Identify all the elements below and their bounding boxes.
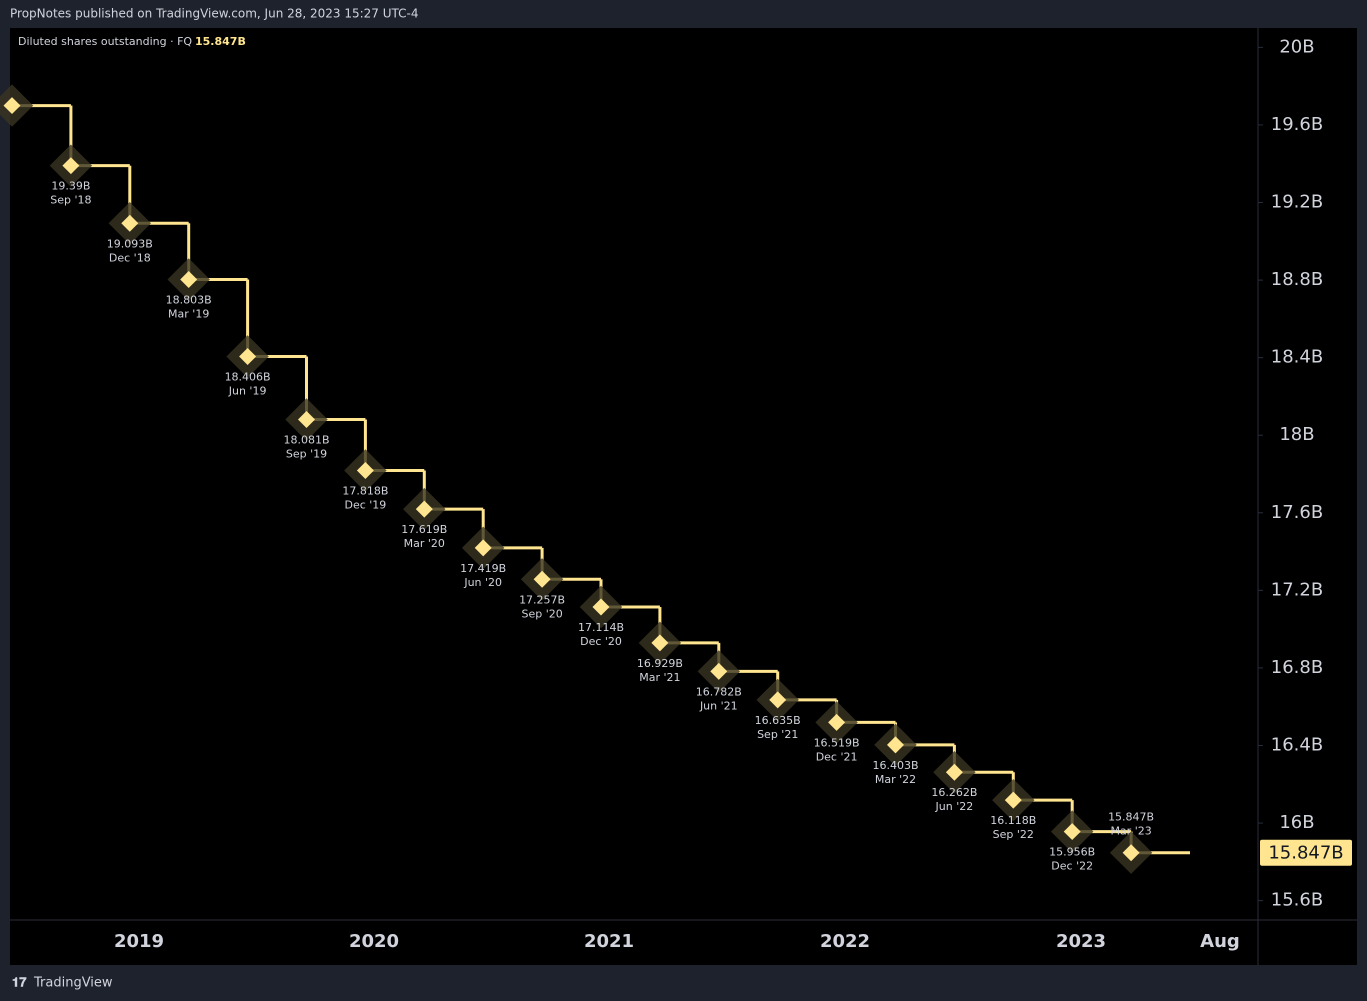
point-date: Sep '19 — [286, 448, 327, 461]
marker — [239, 348, 257, 365]
point-date: Dec '21 — [816, 750, 858, 763]
value-label: 19.39B — [51, 180, 90, 193]
chart-pane — [10, 28, 1357, 965]
y-tick-label: 19.6B — [1271, 114, 1323, 135]
value-label: 16.635B — [755, 714, 801, 727]
price-tag — [1260, 839, 1352, 866]
value-label: 15.956B — [1049, 846, 1095, 859]
y-tick-label: 18B — [1279, 424, 1314, 445]
value-label: 16.519B — [814, 736, 860, 749]
x-tick-label: 2021 — [584, 931, 634, 952]
x-tick-label: 2023 — [1056, 931, 1106, 952]
point-date: Mar '22 — [875, 773, 916, 786]
y-tick-label: 15.6B — [1271, 890, 1323, 911]
marker — [180, 271, 198, 288]
marker — [887, 736, 904, 754]
x-tick-label: 2020 — [349, 931, 399, 952]
y-tick-label: 18.8B — [1271, 269, 1323, 290]
value-label: 16.118B — [990, 814, 1036, 827]
marker — [769, 691, 787, 709]
marker — [121, 214, 139, 232]
point-date: Mar '23 — [1110, 825, 1151, 838]
value-label: 16.262B — [931, 786, 977, 799]
x-tick-label: 2019 — [114, 931, 164, 952]
marker — [592, 598, 610, 616]
point-date: Sep '18 — [50, 194, 91, 207]
point-date: Sep '22 — [993, 828, 1034, 841]
y-tick-label: 17.2B — [1271, 579, 1323, 600]
y-tick-label: 18.4B — [1271, 347, 1323, 368]
point-date: Dec '22 — [1051, 860, 1093, 873]
value-label: 18.081B — [283, 434, 329, 447]
value-label: 16.403B — [872, 759, 918, 772]
brand-logo: 𝟏𝟕 — [12, 976, 27, 991]
marker — [533, 570, 551, 588]
point-date: Mar '19 — [168, 308, 209, 321]
point-date: Jun '22 — [935, 800, 974, 813]
value-label: 16.782B — [696, 685, 742, 698]
point-date: Dec '20 — [580, 635, 622, 648]
marker — [1004, 791, 1022, 809]
value-label: 17.818B — [342, 485, 388, 498]
point-date: Mar '20 — [404, 537, 445, 550]
value-label: 17.419B — [460, 562, 506, 575]
y-tick-label: 19.2B — [1271, 192, 1323, 213]
chart-title: Diluted shares outstanding · FQ — [18, 35, 192, 48]
value-label: 17.619B — [401, 523, 447, 536]
x-tick-label: Aug — [1200, 931, 1240, 952]
point-date: Mar '21 — [639, 671, 680, 684]
marker — [474, 539, 492, 557]
header-value: 15.847B — [195, 35, 246, 48]
point-date: Dec '18 — [109, 251, 151, 264]
brand: TradingView — [33, 976, 113, 991]
value-label: 19.093B — [107, 237, 153, 250]
price-tag-label: 15.847B — [1268, 843, 1343, 864]
marker — [356, 462, 374, 479]
published-note: PropNotes published on TradingView.com, … — [10, 7, 419, 21]
marker — [651, 634, 669, 652]
marker — [298, 411, 315, 428]
value-label: 18.803B — [166, 294, 212, 307]
value-label: 18.406B — [225, 370, 271, 383]
marker — [1063, 823, 1081, 841]
marker — [828, 713, 846, 731]
point-date: Jun '20 — [463, 576, 502, 589]
y-tick-label: 17.6B — [1271, 502, 1323, 523]
value-label: 17.257B — [519, 593, 565, 606]
y-tick-label: 16.4B — [1271, 734, 1323, 755]
marker — [415, 500, 433, 518]
value-label: 16.929B — [637, 657, 683, 670]
x-tick-label: 2022 — [820, 931, 870, 952]
point-date: Dec '19 — [344, 499, 386, 512]
marker — [710, 662, 728, 680]
point-date: Jun '21 — [699, 699, 738, 712]
marker — [1122, 844, 1140, 862]
value-label: 15.847B — [1108, 811, 1154, 824]
point-date: Jun '19 — [228, 384, 267, 397]
y-tick-label: 16B — [1279, 812, 1314, 833]
value-label: 17.114B — [578, 621, 624, 634]
marker — [3, 97, 21, 115]
point-date: Sep '21 — [757, 728, 798, 741]
marker — [945, 763, 963, 781]
y-tick-label: 16.8B — [1271, 657, 1323, 678]
point-date: Sep '20 — [521, 607, 562, 620]
marker — [62, 157, 80, 175]
y-tick-label: 20B — [1279, 36, 1314, 57]
